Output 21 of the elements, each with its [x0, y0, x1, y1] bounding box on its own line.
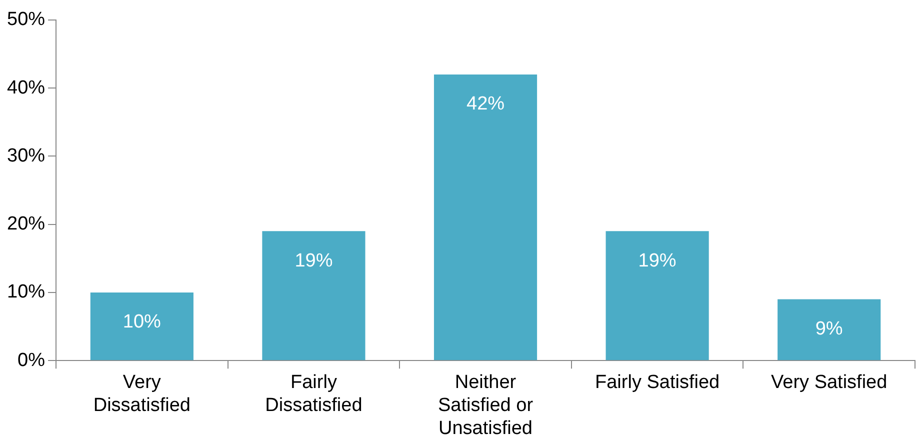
y-tick-label: 10% — [6, 282, 46, 303]
bar — [434, 74, 538, 360]
data-label: 19% — [638, 250, 676, 272]
x-tick-label: Very Satisfied — [771, 372, 888, 394]
x-tick-label: Very Dissatisfied — [93, 372, 191, 416]
y-tick-label: 0% — [18, 350, 46, 371]
x-tick-label: Fairly Dissatisfied — [265, 372, 362, 416]
y-tick-label: 20% — [6, 214, 46, 235]
data-label: 19% — [294, 250, 333, 272]
bar — [778, 299, 881, 360]
bar — [262, 231, 366, 360]
y-tick-label: 30% — [6, 145, 46, 166]
data-label: 10% — [122, 312, 162, 333]
x-tick-label: Fairly Satisfied — [595, 372, 720, 394]
bar — [606, 231, 709, 360]
y-tick-label: 40% — [6, 77, 46, 98]
x-tick-label: Neither Satisfied or Unsatisfied — [438, 372, 534, 439]
y-tick-label: 50% — [6, 9, 46, 30]
bar — [90, 292, 194, 360]
data-label: 9% — [815, 318, 843, 340]
data-label: 42% — [466, 94, 505, 115]
